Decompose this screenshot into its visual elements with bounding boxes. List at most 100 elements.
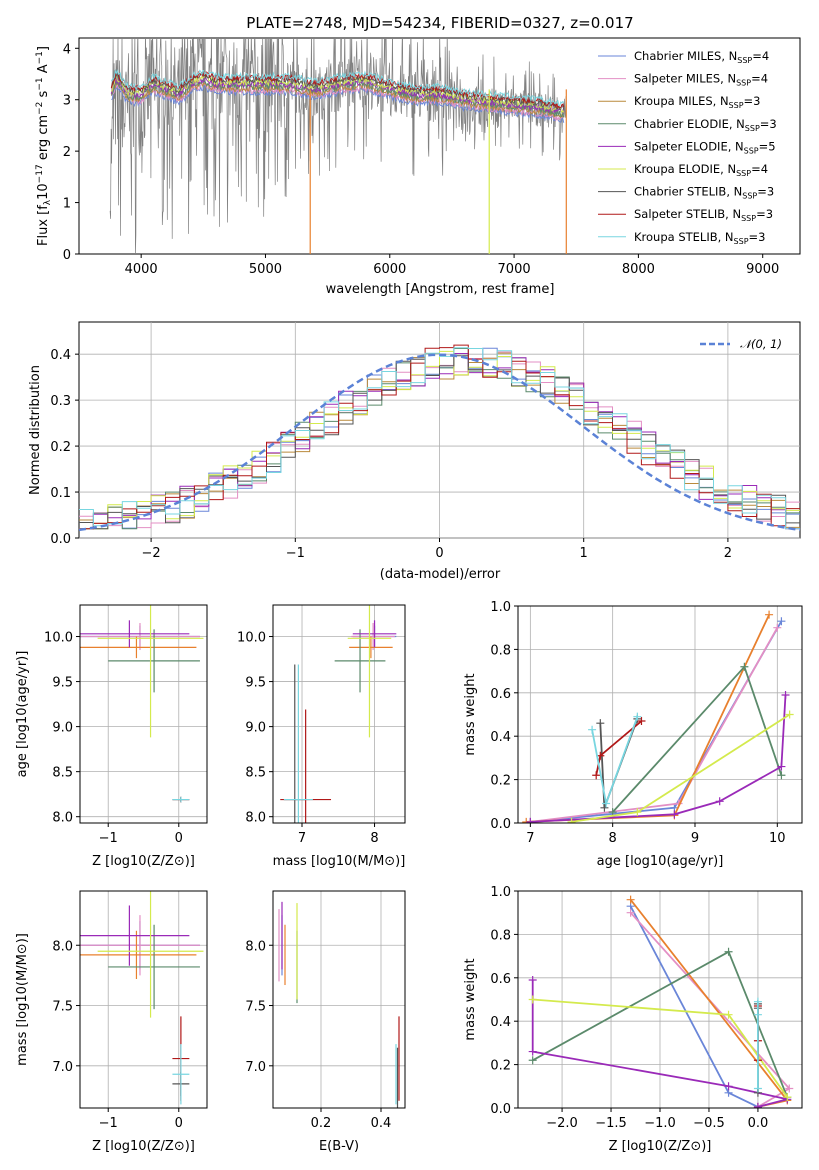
weight-marker — [785, 1084, 794, 1093]
y-tick-label: 0.6 — [490, 972, 511, 987]
age-vs-mass-xlabel: mass [log10(M/M⊙)] — [273, 854, 406, 869]
weight-marker — [592, 771, 601, 780]
model-line-salpeter-miles — [110, 82, 565, 122]
weight-marker — [528, 1047, 537, 1056]
x-tick-label: −1 — [99, 1116, 118, 1131]
weight-marker — [567, 817, 576, 823]
mass-vs-Z-frame — [79, 890, 208, 1109]
weight-line — [530, 627, 779, 823]
residual-panel: −2 −1 0 1 2 0.0 0.1 0.2 0.3 0.4 (data-model)/erro… — [28, 321, 801, 582]
weight-marker — [777, 617, 786, 626]
x-tick-label: 0 — [175, 1116, 183, 1131]
weight-marker — [608, 808, 617, 817]
weight-marker — [602, 799, 611, 808]
weight-marker — [588, 725, 597, 734]
y-tick-label: 7.0 — [245, 1060, 266, 1075]
y-tick-label: 1.0 — [490, 885, 511, 900]
weight-vs-age-frame — [517, 605, 803, 824]
weight-marker — [670, 810, 679, 819]
residual-histogram — [79, 344, 800, 530]
weight-line — [530, 694, 787, 823]
x-tick-label: 0 — [435, 546, 443, 561]
legend-label: Chabrier STELIB, NSSP=3 — [634, 185, 774, 201]
model-line-salpeter-elodie — [110, 76, 565, 114]
weight-marker — [724, 947, 733, 956]
weight-vs-Z-ylabel: mass weight — [463, 958, 478, 1040]
weight-marker — [596, 719, 605, 728]
weight-vs-age-ylabel: mass weight — [463, 673, 478, 755]
model-line-salpeter-stelib — [110, 70, 565, 110]
residual-histogram — [79, 355, 800, 530]
y-tick-label: 10.0 — [44, 631, 73, 646]
weight-marker — [626, 908, 635, 917]
x-tick-label: 1 — [580, 546, 588, 561]
spectrum-ylabel: Flux [fλ10−17 erg cm−2 s−1 A−1] — [35, 46, 53, 246]
y-tick-label: 9.0 — [52, 721, 73, 736]
weight-marker — [783, 1093, 792, 1102]
y-tick-label: 1.0 — [490, 600, 511, 615]
weight-marker — [753, 1102, 762, 1108]
y-tick-label: 0.2 — [50, 440, 71, 455]
residual-xlabel: (data-model)/error — [380, 567, 501, 582]
weight-marker — [724, 1010, 733, 1019]
legend-label: Chabrier ELODIE, NSSP=3 — [634, 117, 777, 133]
x-tick-label: −0.5 — [693, 1116, 725, 1131]
y-tick-label: 7.5 — [52, 1000, 73, 1015]
weight-marker — [528, 975, 537, 984]
weight-marker — [637, 717, 646, 726]
spectrum-lines — [109, 38, 567, 254]
weight-marker — [753, 997, 762, 1006]
weight-marker — [765, 610, 774, 619]
y-tick-label: 0.6 — [490, 687, 511, 702]
age-vs-Z-frame — [79, 604, 208, 824]
y-tick-label: 7.5 — [245, 1000, 266, 1015]
y-tick-label: 8.0 — [245, 811, 266, 826]
x-tick-label: 9 — [691, 831, 699, 846]
model-line-kroupa-stelib — [110, 68, 565, 107]
y-tick-label: 0.0 — [490, 1102, 511, 1117]
weight-marker — [753, 1084, 762, 1093]
x-tick-label: 6000 — [373, 262, 406, 277]
weight-vs-age-panel: 7 8 9 10 0.0 0.2 0.4 0.6 0.8 1.0 age [log10(age/yr… — [463, 600, 803, 869]
weight-marker — [777, 771, 786, 780]
y-tick-label: 8.0 — [245, 939, 266, 954]
x-tick-label: 4000 — [125, 262, 158, 277]
x-tick-label: 5000 — [249, 262, 282, 277]
y-tick-label: 8.0 — [52, 811, 73, 826]
weight-marker — [715, 797, 724, 806]
weight-line — [612, 665, 783, 813]
legend-label: Kroupa MILES, NSSP=3 — [634, 94, 760, 110]
mass-vs-Z-marks — [80, 891, 204, 1105]
weight-marker — [777, 762, 786, 771]
x-tick-label: −1.0 — [644, 1116, 676, 1131]
legend-label: Kroupa ELODIE, NSSP=4 — [634, 162, 768, 178]
legend-label: Salpeter ELODIE, NSSP=5 — [634, 139, 776, 155]
weight-vs-Z-panel: −2.0 −1.5 −1.0 −0.5 0.0 0.0 0.2 0.4 0.6 0.8 1.0 Z [… — [463, 885, 803, 1154]
weight-vs-Z-xlabel: Z [log10(Z/Z⊙)] — [609, 1139, 712, 1154]
x-tick-label: 7000 — [498, 262, 531, 277]
weight-vs-Z-marks — [528, 895, 794, 1108]
age-vs-Z-marks — [80, 605, 204, 803]
weight-vs-age-marks — [522, 610, 794, 823]
model-line-kroupa-miles — [110, 82, 564, 119]
weight-line — [526, 614, 770, 823]
mass-vs-Z-xlabel: Z [log10(Z/Z⊙)] — [92, 1139, 195, 1154]
y-tick-label: 7.0 — [52, 1060, 73, 1075]
model-line-chabrier-stelib — [110, 72, 565, 111]
y-tick-label: 9.0 — [245, 721, 266, 736]
y-tick-label: 9.5 — [52, 676, 73, 691]
weight-marker — [781, 690, 790, 699]
legend-label: Chabrier MILES, NSSP=4 — [634, 49, 769, 65]
x-tick-label: 0.2 — [311, 1116, 332, 1131]
y-tick-label: 0.4 — [490, 730, 511, 745]
x-tick-label: 7 — [526, 831, 534, 846]
age-vs-mass-frame — [272, 604, 406, 824]
x-tick-label: 9000 — [746, 262, 779, 277]
x-tick-label: −2 — [142, 546, 161, 561]
x-tick-label: 8 — [609, 831, 617, 846]
weight-marker — [753, 1010, 762, 1019]
residual-legend: 𝒩(0, 1) — [700, 337, 782, 351]
mass-vs-EBV-xlabel: E(B-V) — [319, 1139, 359, 1154]
y-tick-label: 8.0 — [52, 939, 73, 954]
